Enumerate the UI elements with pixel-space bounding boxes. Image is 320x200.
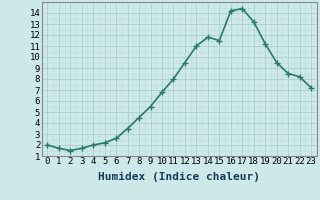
X-axis label: Humidex (Indice chaleur): Humidex (Indice chaleur) bbox=[98, 172, 260, 182]
